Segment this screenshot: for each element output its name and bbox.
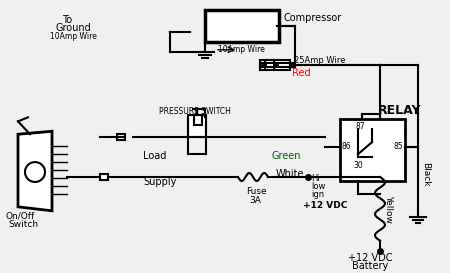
Text: +12 VDC: +12 VDC [303,201,347,210]
Text: Load: Load [143,151,166,161]
Text: PRESSURE SWITCH: PRESSURE SWITCH [159,107,231,116]
Text: 85: 85 [393,142,403,151]
Text: +12 VDC: +12 VDC [348,253,392,263]
Text: Compressor: Compressor [284,13,342,23]
Bar [205,10,279,42]
Text: Yellow: Yellow [384,195,393,223]
Text: Battery: Battery [352,260,388,271]
Text: 30: 30 [353,161,363,170]
Text: Green: Green [272,151,302,161]
Bar [194,115,202,125]
Text: To: To [62,15,72,25]
Polygon shape [18,131,52,211]
Text: 87: 87 [356,122,365,131]
Bar [100,174,108,180]
Text: Black: Black [421,162,430,186]
Text: ign: ign [311,190,324,199]
Text: Ground: Ground [55,23,91,33]
Text: 25Amp Wire: 25Amp Wire [294,56,346,65]
Text: Fuse: Fuse [246,187,266,196]
Text: low: low [311,182,325,191]
Text: Switch: Switch [8,220,38,229]
Text: 3A: 3A [249,196,261,205]
Text: 86: 86 [341,142,351,151]
Bar [188,115,206,137]
Text: 10Amp Wire: 10Amp Wire [50,32,97,41]
Text: Red: Red [292,68,310,78]
Text: Hi: Hi [311,174,320,183]
Text: RELAY: RELAY [378,104,422,117]
Circle shape [25,162,45,182]
Text: White: White [276,169,304,179]
Text: Supply: Supply [143,177,176,187]
Text: On/Off: On/Off [5,212,34,221]
Bar [340,119,405,181]
Text: 10Amp Wire: 10Amp Wire [218,45,265,54]
Bar [117,134,125,140]
Bar [260,60,290,70]
